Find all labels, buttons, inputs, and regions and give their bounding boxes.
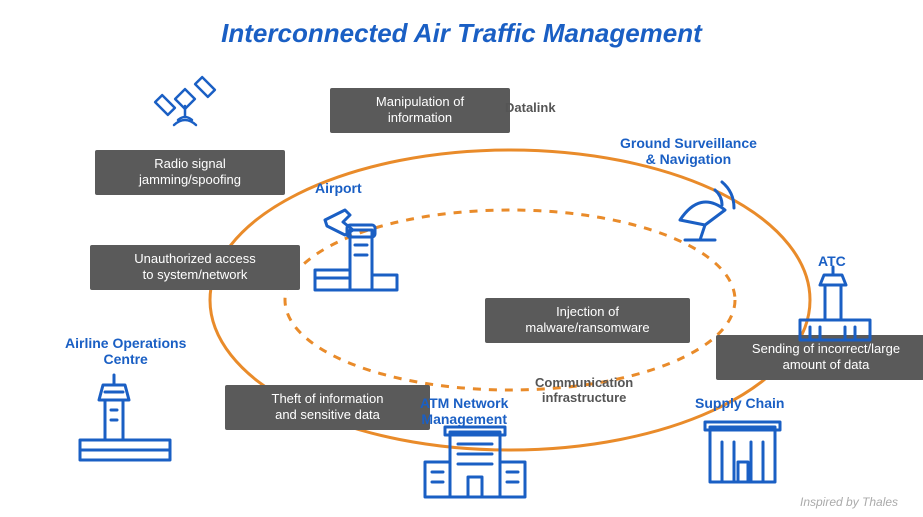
airport-icon xyxy=(305,200,405,300)
threat-unauthorized-access: Unauthorized access to system/network xyxy=(90,245,300,290)
diagram-title: Interconnected Air Traffic Management xyxy=(0,18,923,49)
label-ground-surveillance: Ground Surveillance & Navigation xyxy=(620,135,757,167)
satellite-icon xyxy=(150,70,220,130)
threat-data-theft: Theft of information and sensitive data xyxy=(225,385,430,430)
label-supply-chain: Supply Chain xyxy=(695,395,784,411)
label-communication-infra: Communication infrastructure xyxy=(535,375,633,405)
atc-tower-icon xyxy=(790,265,875,345)
label-airline-ops: Airline Operations Centre xyxy=(65,335,186,367)
radar-icon xyxy=(660,170,740,245)
supply-chain-icon xyxy=(700,412,785,487)
threat-malware-injection: Injection of malware/ransomware xyxy=(485,298,690,343)
control-tower-icon xyxy=(75,370,175,465)
label-airport: Airport xyxy=(315,180,362,196)
hq-building-icon xyxy=(420,422,530,502)
threat-radio-jamming: Radio signal jamming/spoofing xyxy=(95,150,285,195)
label-datalink: Datalink xyxy=(505,100,556,115)
diagram-canvas: Interconnected Air Traffic Management Ma… xyxy=(0,0,923,517)
threat-manipulation: Manipulation of information xyxy=(330,88,510,133)
attribution: Inspired by Thales xyxy=(800,495,898,509)
